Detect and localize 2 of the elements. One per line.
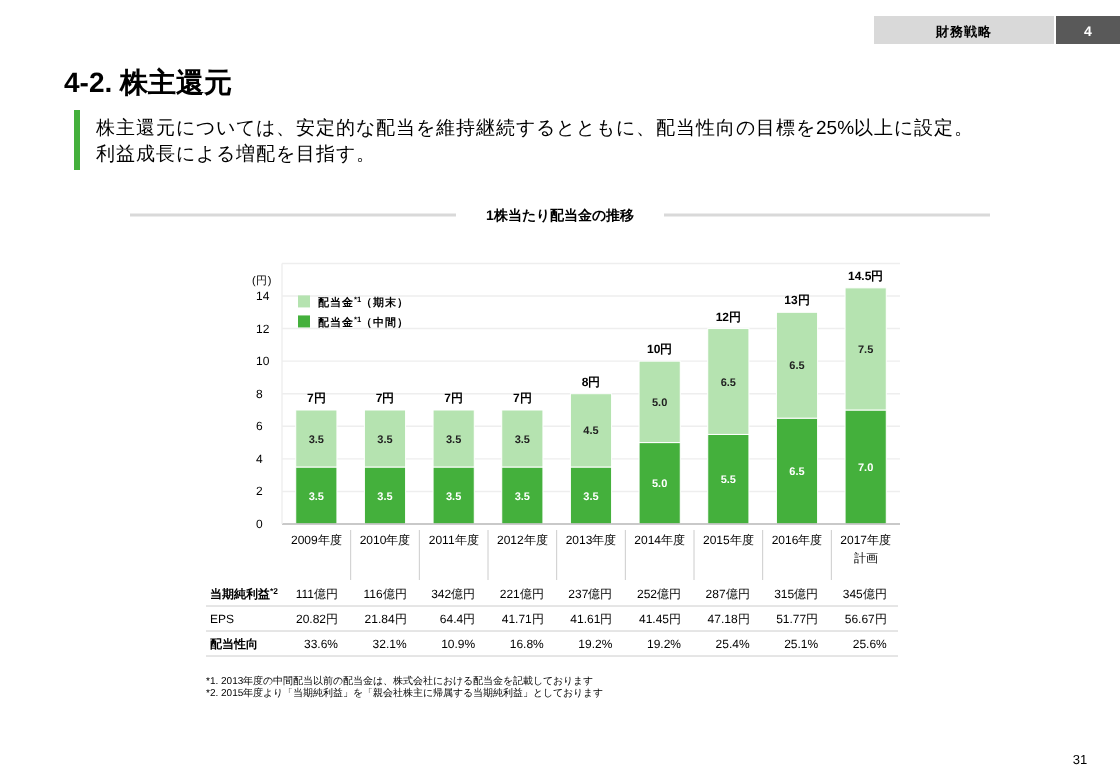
text: 株主還元については、安定的な配当を維持継続するとともに、配当性向の目標を25%以上に設定。利益成長による増配を目指す。 xyxy=(94,116,975,166)
text: 4-2. 株主還元 xyxy=(64,66,233,98)
